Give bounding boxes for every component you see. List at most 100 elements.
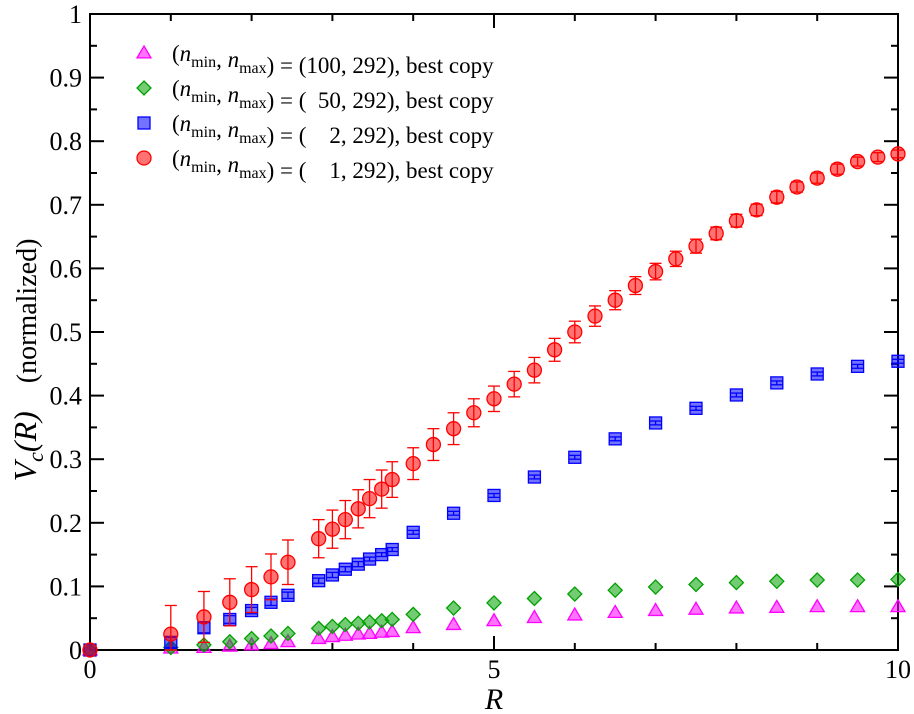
- plot-frame: [89, 13, 899, 651]
- data-point-diamond: [647, 579, 664, 595]
- data-point-diamond: [405, 606, 422, 623]
- data-point-triangle: [324, 628, 341, 643]
- data-point-triangle: [310, 630, 327, 645]
- legend-subscript: max: [239, 130, 267, 147]
- data-point-triangle: [384, 623, 401, 638]
- data-point-triangle: [889, 598, 907, 613]
- x-tick-label: 0: [84, 655, 97, 684]
- legend-var: n: [180, 111, 192, 136]
- data-point-diamond: [526, 590, 543, 607]
- data-point-diamond: [384, 611, 401, 628]
- data-point-circle: [728, 213, 745, 229]
- data-point-circle: [647, 263, 664, 280]
- data-point-square: [338, 562, 352, 576]
- legend-var: n: [228, 82, 240, 107]
- data-point-circle: [587, 308, 603, 324]
- y-axis-spacer: [12, 383, 43, 411]
- data-point-diamond: [221, 633, 238, 650]
- legend-var: n: [228, 47, 240, 72]
- data-point-circle: [466, 405, 482, 421]
- data-point-diamond: [243, 630, 260, 647]
- data-point-diamond: [728, 574, 745, 591]
- data-point-triangle: [607, 604, 624, 619]
- data-point-circle: [350, 501, 366, 517]
- data-point-diamond: [566, 586, 583, 602]
- data-point-diamond: [607, 582, 624, 599]
- legend-marker-square: [137, 116, 151, 130]
- data-point-circle: [222, 594, 238, 610]
- data-point-circle: [769, 189, 785, 205]
- y-axis-title-text: Vc(R) (normalized): [7, 239, 48, 482]
- legend-subscript: min: [191, 159, 216, 176]
- series-layer: [81, 146, 907, 658]
- data-point-triangle: [647, 602, 664, 617]
- data-point-square: [446, 506, 461, 520]
- data-point-triangle: [849, 598, 866, 613]
- data-point-triangle: [361, 625, 378, 640]
- data-point-triangle: [687, 601, 705, 615]
- legend-var: n: [228, 152, 240, 177]
- x-tick-label: 10: [885, 655, 911, 684]
- y-tick-label: 0.2: [50, 509, 83, 538]
- data-point-circle: [809, 170, 825, 186]
- data-point-circle: [526, 362, 543, 378]
- data-point-triangle: [373, 623, 390, 638]
- data-point-circle: [870, 149, 886, 165]
- data-point-diamond: [445, 600, 462, 616]
- data-point-square: [362, 552, 377, 566]
- y-axis-note: (normalized): [12, 239, 43, 384]
- legend-text-part: (: [172, 41, 180, 66]
- data-point-square: [487, 488, 501, 503]
- data-point-diamond: [809, 572, 826, 588]
- data-point-circle: [311, 531, 327, 547]
- data-point-diamond: [890, 571, 906, 588]
- series-circle: [82, 146, 906, 658]
- legend-marker-circle: [136, 150, 152, 166]
- data-point-circle: [789, 179, 805, 195]
- data-point-diamond: [310, 620, 327, 637]
- legend-text-part: ) = ( 50, 292), best copy: [267, 88, 494, 113]
- data-point-square: [770, 376, 784, 390]
- legend-marker-triangle: [135, 44, 153, 59]
- legend-text-part: ) = ( 2, 292), best copy: [267, 123, 494, 148]
- data-point-triangle: [350, 625, 367, 640]
- y-tick-label: 0.6: [50, 254, 83, 283]
- data-point-circle: [163, 626, 179, 642]
- data-point-square: [527, 470, 542, 484]
- data-point-square: [850, 359, 865, 373]
- y-tick-label: 0.4: [50, 382, 83, 411]
- data-point-circle: [829, 161, 846, 177]
- legend-subscript: min: [191, 54, 216, 71]
- legend-text-part: (: [172, 111, 180, 136]
- y-tick-label: 0: [69, 636, 82, 665]
- data-point-circle: [337, 511, 353, 528]
- data-point-triangle: [728, 599, 745, 614]
- legend-label: (nmin, nmax) = ( 1, 292), best copy: [172, 146, 494, 183]
- data-point-diamond: [688, 576, 704, 593]
- legend-var: n: [228, 117, 240, 142]
- legend-label: (nmin, nmax) = ( 2, 292), best copy: [172, 111, 494, 148]
- legend-label: (nmin, nmax) = ( 50, 292), best copy: [172, 76, 494, 113]
- data-point-circle: [688, 238, 704, 254]
- data-point-triangle: [485, 612, 503, 627]
- x-tick-label: 5: [488, 655, 501, 684]
- y-tick-label: 0.1: [50, 572, 83, 601]
- data-point-diamond: [486, 595, 502, 611]
- data-point-circle: [196, 609, 212, 625]
- data-point-square: [325, 568, 340, 582]
- legend-subscript: max: [239, 165, 267, 182]
- data-point-circle: [849, 153, 866, 170]
- y-axis-argument: (R): [7, 411, 43, 452]
- legend-var: n: [180, 146, 192, 171]
- data-point-circle: [567, 324, 583, 340]
- y-axis-subscript: c: [23, 452, 48, 462]
- data-point-square: [689, 401, 703, 415]
- data-point-circle: [506, 376, 522, 392]
- legend-text-part: (: [172, 76, 180, 101]
- data-point-circle: [384, 471, 400, 488]
- data-point-triangle: [566, 606, 583, 621]
- data-point-triangle: [526, 609, 543, 624]
- data-point-circle: [82, 642, 98, 658]
- y-tick-label: 0.5: [50, 318, 83, 347]
